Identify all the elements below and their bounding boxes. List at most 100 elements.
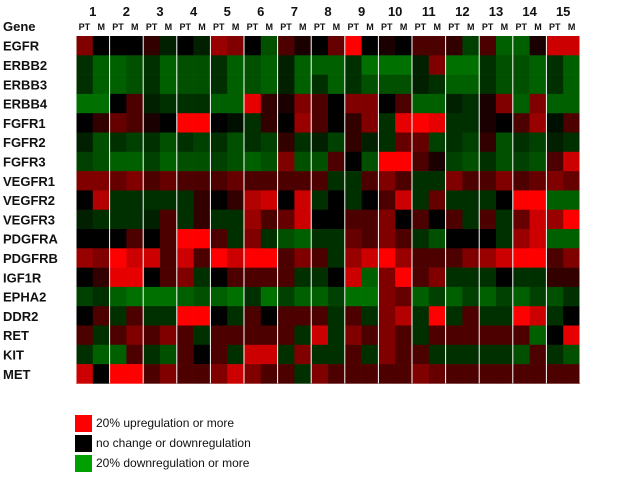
heatmap-cell <box>428 93 446 114</box>
heatmap-cell <box>479 190 497 210</box>
heatmap-cell <box>428 190 446 210</box>
subcolumn-label-m: M <box>333 22 341 32</box>
heatmap-cell <box>260 190 278 210</box>
row-label-fgfr1: FGFR1 <box>3 116 46 131</box>
heatmap-cell <box>378 190 396 210</box>
heatmap-cell <box>496 325 514 346</box>
heatmap-cell <box>176 132 194 153</box>
subcolumn-label-m: M <box>534 22 542 32</box>
heatmap-cell <box>412 364 430 384</box>
heatmap-cell <box>143 132 161 153</box>
heatmap-cell <box>92 171 110 191</box>
heatmap-cell <box>445 267 463 288</box>
heatmap-cell <box>109 325 127 346</box>
column-label-13: 13 <box>489 4 503 19</box>
row-label-vegfr2: VEGFR2 <box>3 193 55 208</box>
heatmap-cell <box>563 248 581 268</box>
heatmap-cell <box>260 151 278 172</box>
heatmap-cell <box>563 132 581 153</box>
heatmap-cell <box>428 267 446 288</box>
legend-swatch-down <box>75 454 92 472</box>
heatmap-cell <box>260 36 278 56</box>
heatmap-cell <box>160 344 178 365</box>
heatmap-cell <box>395 344 413 365</box>
subcolumn-label-pt: PT <box>314 22 326 32</box>
heatmap-cell <box>109 248 127 268</box>
heatmap-cell <box>412 229 430 249</box>
heatmap-cell <box>76 267 94 288</box>
heatmap-cell <box>479 325 497 346</box>
row-label-fgfr2: FGFR2 <box>3 135 46 150</box>
heatmap-cell <box>126 151 144 172</box>
heatmap-cell <box>210 190 228 210</box>
heatmap-cell <box>546 286 564 307</box>
heatmap-cell <box>193 132 211 153</box>
heatmap-cell <box>378 55 396 75</box>
heatmap-cell <box>160 132 178 153</box>
row-labels: EGFR ERBB2 ERBB3 ERBB4 FGFR1 FGFR2 FGFR3 VEGFR1… <box>3 39 59 382</box>
heatmap-cell <box>428 248 446 268</box>
legend-item-nochange: no change or downregulation <box>75 434 251 452</box>
heatmap-cell <box>244 132 262 153</box>
heatmap-cell <box>109 229 127 249</box>
heatmap-cell <box>344 209 362 230</box>
heatmap-cell <box>563 113 581 133</box>
heatmap-cell <box>445 93 463 114</box>
heatmap-cell <box>176 113 194 133</box>
heatmap-cell <box>344 325 362 346</box>
heatmap-cell <box>260 267 278 288</box>
subcolumn-label-pt: PT <box>415 22 427 32</box>
heatmap-cell <box>395 36 413 56</box>
heatmap-cell <box>344 113 362 133</box>
heatmap-cell <box>244 171 262 191</box>
heatmap-cell <box>563 171 581 191</box>
heatmap-cell <box>193 248 211 268</box>
heatmap-cell <box>260 364 278 384</box>
heatmap-cell <box>479 248 497 268</box>
row-label-ddr2: DDR2 <box>3 309 38 324</box>
heatmap-cell <box>294 248 312 268</box>
subcolumn-label-pt: PT <box>112 22 124 32</box>
subcolumn-label-m: M <box>501 22 509 32</box>
heatmap-cell <box>76 286 94 307</box>
heatmap-cell <box>563 364 581 384</box>
heatmap-cell <box>479 364 497 384</box>
heatmap-cell <box>260 171 278 191</box>
heatmap-cell <box>529 325 547 346</box>
heatmap-cell <box>76 344 94 365</box>
heatmap-cell <box>529 286 547 307</box>
heatmap-cell <box>563 190 581 210</box>
legend-swatch-nochange <box>75 434 92 452</box>
heatmap-cell <box>311 286 329 307</box>
heatmap-cell <box>479 55 497 75</box>
heatmap-cell <box>344 55 362 75</box>
heatmap-cell <box>445 344 463 365</box>
heatmap-cell <box>76 171 94 191</box>
heatmap-cell <box>277 364 295 384</box>
subcolumn-label-pt: PT <box>381 22 393 32</box>
heatmap-cell <box>428 113 446 133</box>
heatmap-cell <box>176 229 194 249</box>
heatmap-cell <box>294 151 312 172</box>
heatmap-cell <box>378 286 396 307</box>
heatmap-cell <box>76 151 94 172</box>
heatmap-cell <box>294 286 312 307</box>
heatmap-cell <box>92 229 110 249</box>
heatmap-cell <box>294 267 312 288</box>
heatmap-cell <box>344 93 362 114</box>
heatmap-cell <box>496 151 514 172</box>
subcolumn-label-m: M <box>366 22 374 32</box>
heatmap-cell <box>160 364 178 384</box>
heatmap-cell <box>412 55 430 75</box>
heatmap-cell <box>294 74 312 95</box>
heatmap-cell <box>109 286 127 307</box>
heatmap-cell <box>311 55 329 75</box>
heatmap-cell <box>311 151 329 172</box>
heatmap-cell <box>244 248 262 268</box>
heatmap-cell <box>294 55 312 75</box>
heatmap-cell <box>328 306 346 326</box>
heatmap-cell <box>143 93 161 114</box>
heatmap-cell <box>479 286 497 307</box>
heatmap-cell <box>496 364 514 384</box>
heatmap-cell <box>445 190 463 210</box>
